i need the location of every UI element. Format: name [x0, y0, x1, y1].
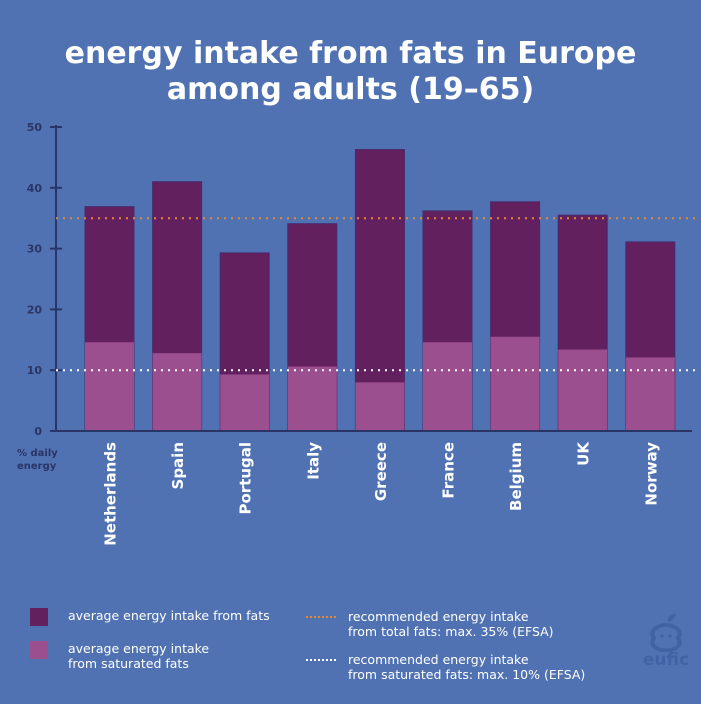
y-tick-label: 10 [27, 364, 43, 377]
x-tick-label: UK [575, 441, 593, 466]
bar-saturated-uk [558, 349, 608, 431]
title-line: among adults (19–65) [166, 72, 535, 107]
legend-total: average energy intake from fats [30, 608, 270, 626]
bar-saturated-portugal [220, 374, 270, 431]
x-tick-label: Spain [169, 442, 187, 489]
bar-saturated-france [423, 342, 472, 431]
legend-label: average energy intake from fats [68, 608, 270, 623]
eufic-logo: eufic [636, 612, 696, 670]
title-line: energy intake from fats in Europe [64, 36, 637, 71]
legend-line: from saturated fats [68, 656, 189, 671]
legend-label: average energy intake from saturated fats [68, 641, 209, 671]
legend-line: recommended energy intake [348, 652, 529, 667]
legend-efsa-total: recommended energy intake from total fats… [306, 609, 554, 639]
y-tick-label: 40 [27, 182, 43, 195]
bar-saturated-belgium [490, 336, 540, 431]
y-label-line: energy [17, 461, 57, 472]
x-tick-label: Belgium [507, 442, 525, 511]
legend-line: from total fats: max. 35% (EFSA) [348, 624, 554, 639]
chart-title: energy intake from fats in Europe among … [0, 36, 701, 108]
y-tick-label: 0 [34, 425, 42, 438]
x-tick-label: Greece [372, 442, 390, 501]
y-tick-label: 50 [27, 121, 43, 134]
bar-saturated-netherlands [85, 342, 134, 431]
x-tick-label: Italy [304, 442, 322, 480]
y-tick-label: 30 [27, 243, 43, 256]
x-tick-label: Netherlands [102, 442, 120, 546]
apple-icon [650, 613, 682, 652]
legend-line-white [306, 659, 336, 661]
legend-line: from saturated fats: max. 10% (EFSA) [348, 667, 586, 682]
legend-swatch-total [30, 608, 48, 626]
legend-efsa-sat: recommended energy intake from saturated … [306, 652, 585, 682]
legend-label: recommended energy intake from total fats… [348, 609, 554, 639]
y-tick-label: 20 [27, 303, 43, 316]
legend-label: recommended energy intake from saturated … [348, 652, 585, 682]
y-label-line: % daily [17, 448, 58, 459]
legend-line: recommended energy intake [348, 609, 529, 624]
bar-saturated-spain [152, 353, 202, 431]
x-tick-label: Portugal [237, 442, 255, 515]
x-tick-label: France [440, 442, 458, 499]
bar-saturated-italy [287, 366, 337, 431]
legend-line: average energy intake [68, 641, 210, 656]
x-tick-label: Norway [642, 442, 660, 506]
legend-swatch-saturated [30, 641, 48, 659]
logo-text: eufic [642, 650, 690, 670]
legend-saturated: average energy intake from saturated fats [30, 641, 209, 671]
bar-saturated-norway [625, 357, 675, 431]
bar-saturated-greece [355, 382, 405, 431]
legend-line-orange [306, 616, 336, 618]
y-axis-label: % daily energy [17, 447, 58, 473]
